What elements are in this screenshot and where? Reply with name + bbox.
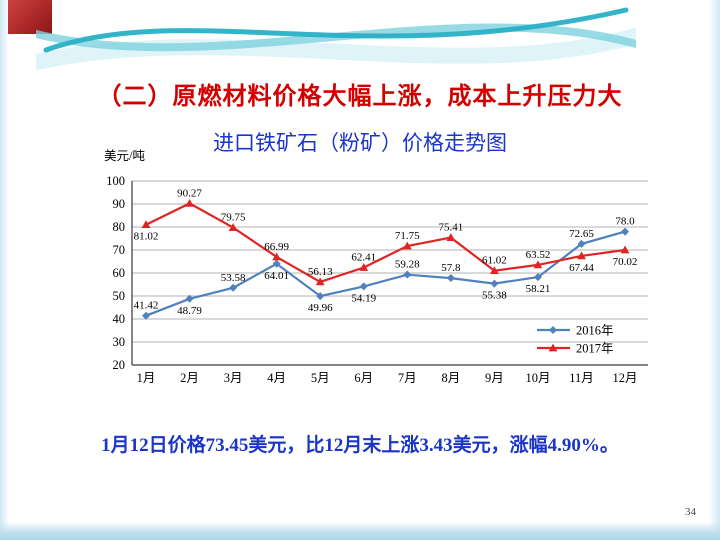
data-label: 90.27 xyxy=(177,187,202,199)
data-point-marker xyxy=(228,223,238,231)
chart-title: 进口铁矿石（粉矿）价格走势图 xyxy=(213,131,507,155)
data-point-marker xyxy=(621,227,630,236)
y-axis-tick-label: 80 xyxy=(113,220,126,234)
data-point-marker xyxy=(577,251,586,260)
legend-label: 2017年 xyxy=(576,342,614,356)
x-axis-tick-label: 9月 xyxy=(485,371,504,385)
data-label: 64.01 xyxy=(264,270,289,282)
data-label: 71.75 xyxy=(395,230,420,242)
data-label: 62.41 xyxy=(351,251,376,263)
data-point-marker xyxy=(490,266,499,275)
x-axis-tick-label: 10月 xyxy=(525,371,550,385)
data-label: 79.75 xyxy=(221,212,246,224)
data-point-marker xyxy=(533,273,542,282)
wave-path xyxy=(43,7,629,53)
wave-decoration-icon xyxy=(36,7,636,70)
data-label: 61.02 xyxy=(482,255,507,267)
data-point-marker xyxy=(142,311,150,320)
data-label: 59.28 xyxy=(395,259,420,271)
data-label: 75.41 xyxy=(438,222,463,234)
legend-marker xyxy=(548,343,558,352)
data-point-marker xyxy=(229,283,238,292)
right-edge-decoration xyxy=(709,0,720,540)
data-label: 58.21 xyxy=(526,283,551,295)
y-axis-tick-label: 70 xyxy=(113,243,126,257)
data-label: 56.13 xyxy=(308,266,333,278)
data-point-marker xyxy=(403,270,412,279)
data-label: 54.19 xyxy=(351,292,376,304)
data-point-marker xyxy=(620,245,630,254)
series-line-2016年 xyxy=(145,230,626,317)
x-axis-tick-label: 1月 xyxy=(137,371,156,385)
data-point-marker xyxy=(185,294,194,303)
x-axis-tick-label: 8月 xyxy=(441,371,460,385)
y-axis-tick-label: 50 xyxy=(113,289,126,303)
red-corner-block xyxy=(8,0,52,34)
data-point-marker xyxy=(359,263,369,271)
data-point-marker xyxy=(359,282,368,291)
data-label: 57.8 xyxy=(441,262,461,274)
data-point-marker xyxy=(316,292,325,301)
data-point-marker xyxy=(272,259,281,268)
data-label: 66.99 xyxy=(264,241,289,253)
legend-marker xyxy=(549,326,557,334)
data-label: 55.38 xyxy=(482,290,507,302)
bottom-edge-decoration xyxy=(0,522,720,540)
data-label: 49.96 xyxy=(308,302,333,314)
data-point-marker xyxy=(446,274,455,283)
series-line-2017年 xyxy=(145,202,626,284)
slide-title: （二）原燃材料价格大幅上涨，成本上升压力大 xyxy=(97,84,623,110)
left-edge-decoration xyxy=(0,0,9,540)
data-point-marker xyxy=(577,239,586,248)
legend-label: 2016年 xyxy=(576,324,614,338)
data-label: 53.58 xyxy=(221,272,246,284)
data-label: 41.42 xyxy=(134,300,159,312)
data-label: 81.02 xyxy=(134,231,159,243)
data-label: 67.44 xyxy=(569,262,594,274)
data-point-marker xyxy=(533,260,543,269)
summary-text: 1月12日价格73.45美元，比12月末上涨3.43美元，涨幅4.90%。 xyxy=(101,435,619,456)
data-point-marker xyxy=(141,220,151,229)
y-axis-unit-label: 美元/吨 xyxy=(104,149,145,163)
data-point-marker xyxy=(446,233,456,241)
wave-path xyxy=(36,28,636,70)
data-point-marker xyxy=(402,241,412,250)
y-axis-tick-label: 40 xyxy=(113,312,126,326)
data-label: 48.79 xyxy=(177,305,202,317)
data-point-marker xyxy=(185,198,194,207)
x-axis-tick-label: 7月 xyxy=(398,371,417,385)
data-label: 78.0 xyxy=(615,216,635,228)
x-axis-tick-label: 4月 xyxy=(267,371,286,385)
data-label: 63.52 xyxy=(526,249,551,261)
x-axis-tick-label: 5月 xyxy=(311,371,330,385)
x-axis-tick-label: 3月 xyxy=(224,371,243,385)
x-axis-tick-label: 2月 xyxy=(180,371,199,385)
y-axis-tick-label: 90 xyxy=(113,197,126,211)
data-label: 70.02 xyxy=(613,256,638,268)
data-point-marker xyxy=(315,277,325,286)
y-axis-tick-label: 60 xyxy=(113,266,126,280)
y-axis-tick-label: 30 xyxy=(113,335,126,349)
data-point-marker xyxy=(490,279,499,288)
x-axis-tick-label: 11月 xyxy=(569,371,594,385)
data-point-marker xyxy=(272,252,282,261)
x-axis-tick-label: 6月 xyxy=(354,371,373,385)
page-number: 34 xyxy=(685,506,696,518)
data-label: 72.65 xyxy=(569,228,594,240)
x-axis-tick-label: 12月 xyxy=(613,371,638,385)
y-axis-tick-label: 100 xyxy=(106,174,125,188)
y-axis-tick-label: 20 xyxy=(113,358,126,372)
